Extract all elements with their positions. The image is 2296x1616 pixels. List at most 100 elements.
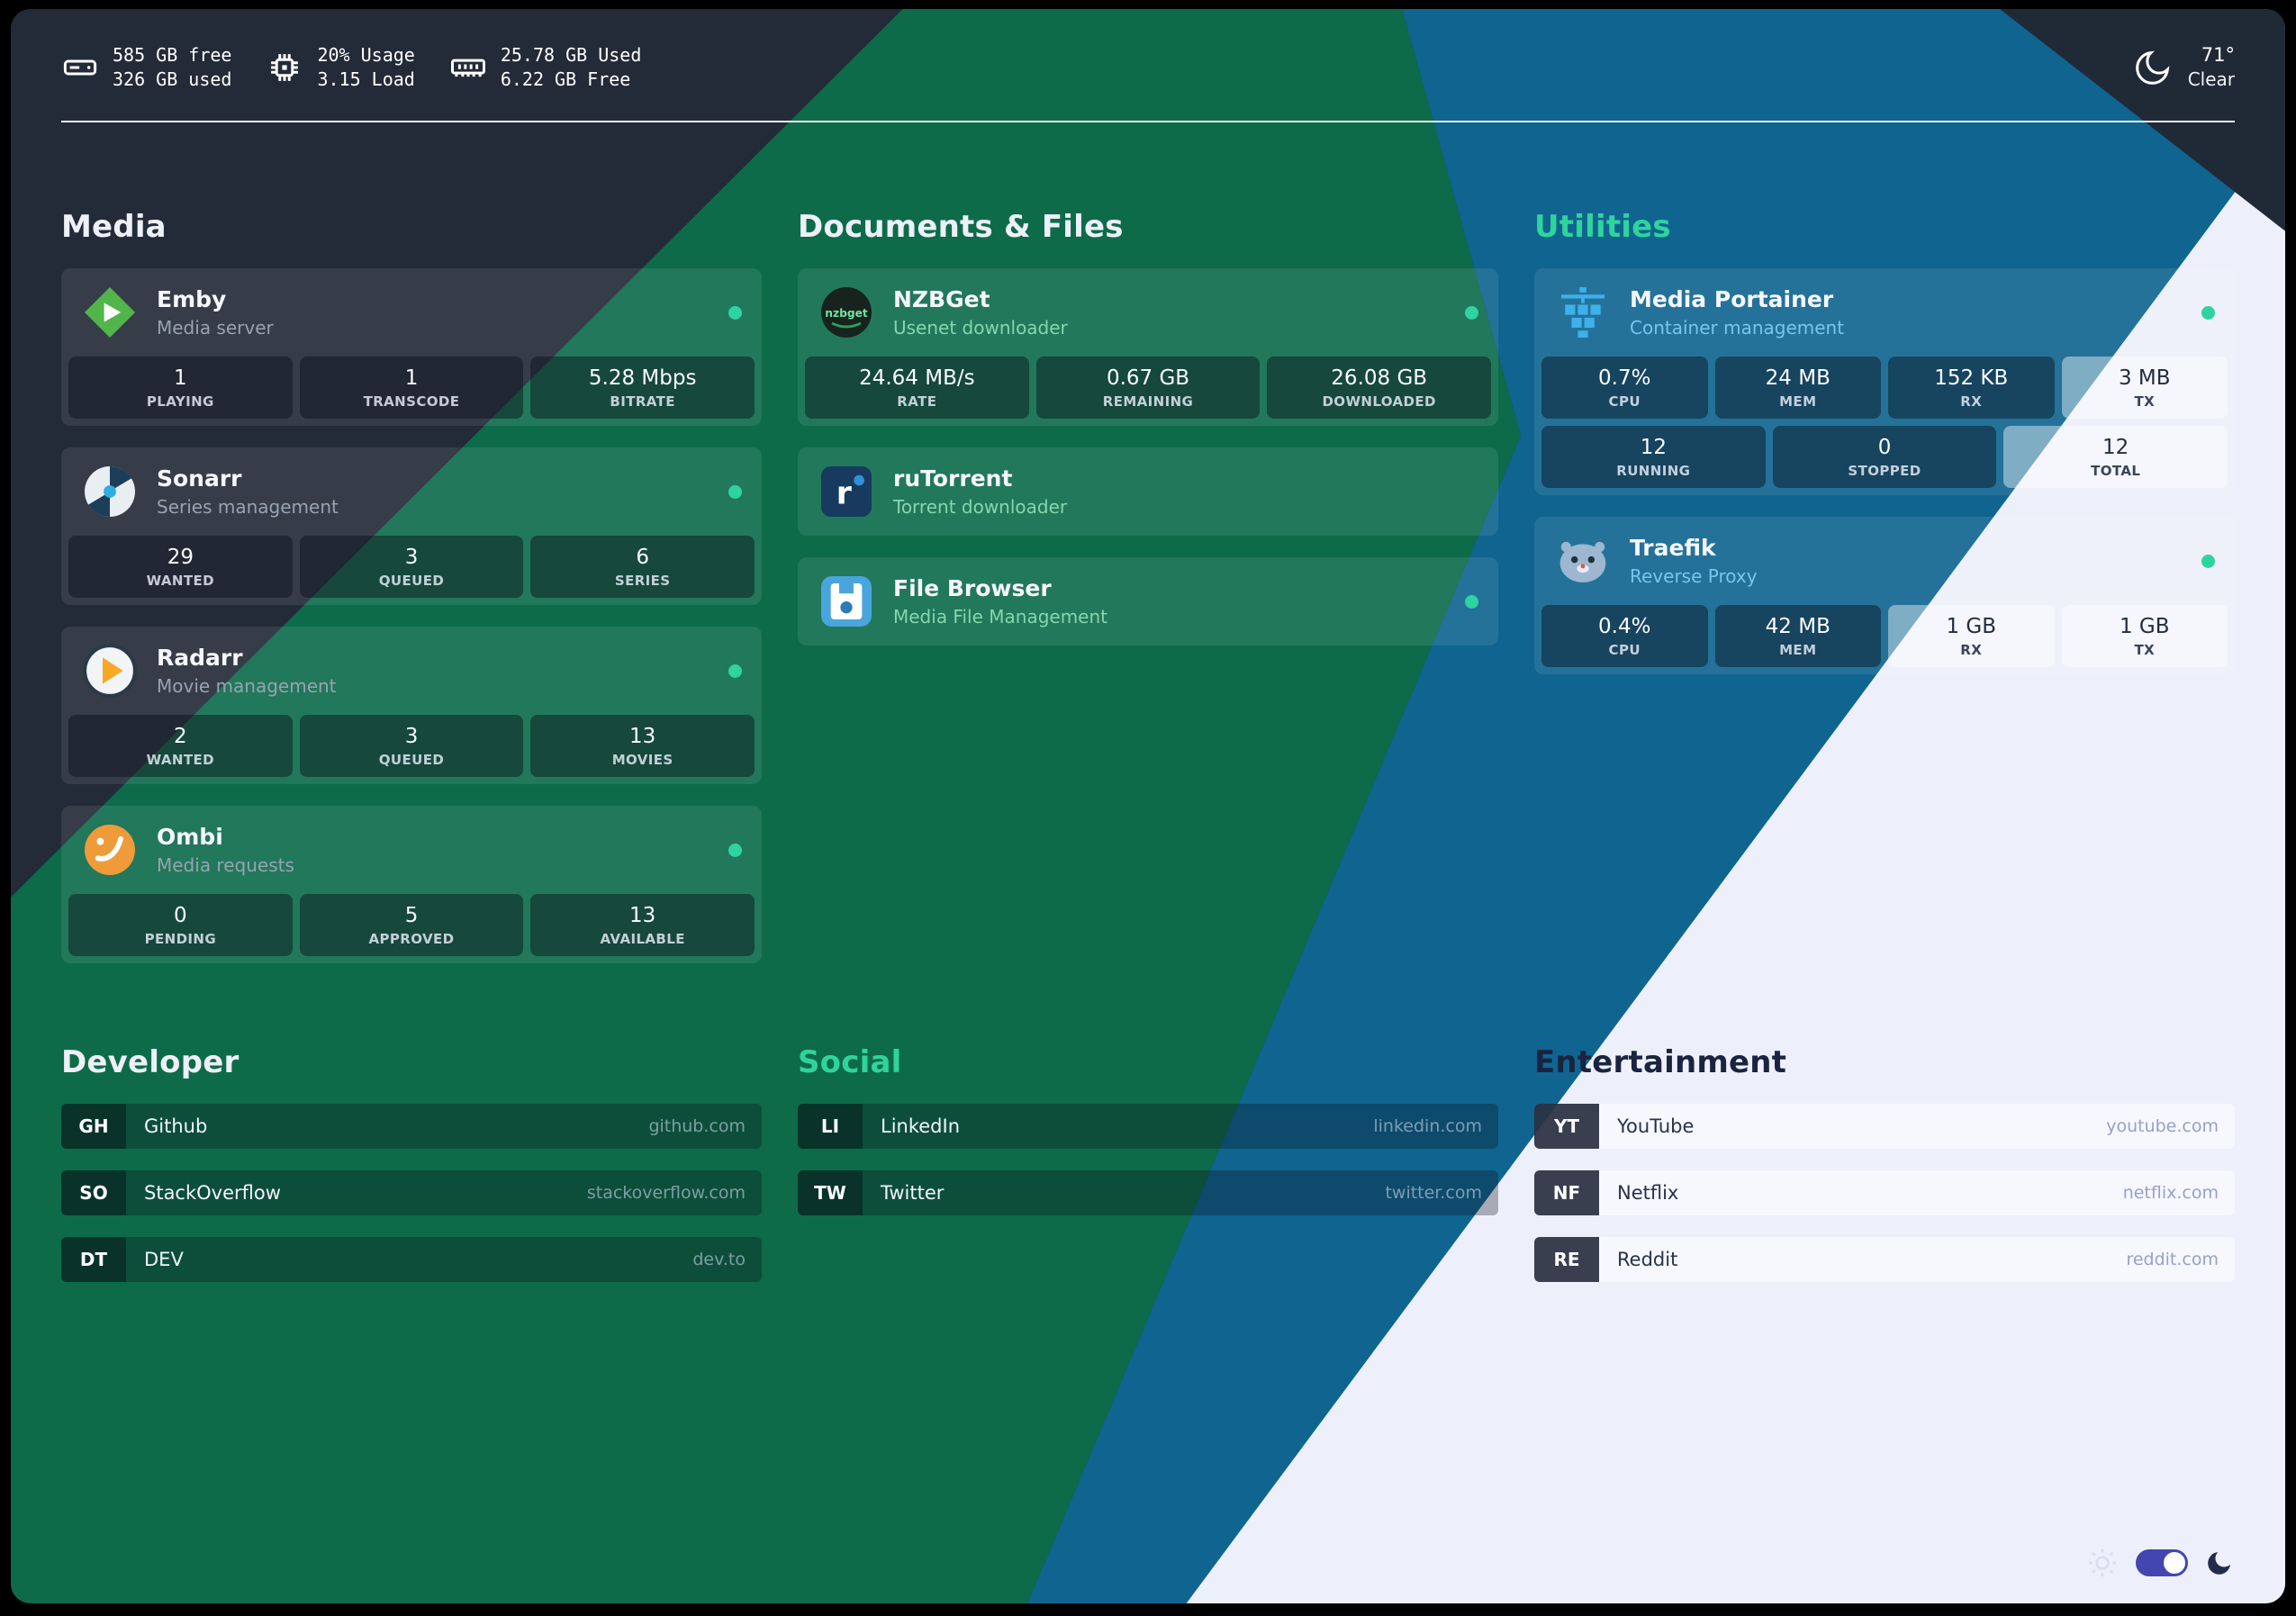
stat-cell: 0 STOPPED <box>1772 426 1997 488</box>
bookmark-stackoverflow[interactable]: SO StackOverflow stackoverflow.com <box>61 1170 762 1215</box>
bookmark-abbr: RE <box>1534 1237 1599 1282</box>
svg-text:nzbget: nzbget <box>825 307 868 320</box>
service-card-portainer[interactable]: Media Portainer Container management 0.7… <box>1534 268 2235 495</box>
stat-cell: 1 PLAYING <box>68 357 293 419</box>
bookmark-youtube[interactable]: YT YouTube youtube.com <box>1534 1104 2235 1149</box>
radarr-icon <box>81 642 139 700</box>
bookmark-name: Netflix <box>1617 1182 1679 1204</box>
stat-cell: 1 GB TX <box>2061 605 2228 667</box>
service-title: Sonarr <box>157 465 242 492</box>
bookmark-name: LinkedIn <box>881 1115 961 1137</box>
cpu-load: 3.15 Load <box>317 68 415 90</box>
service-desc: Container management <box>1630 317 1845 339</box>
bookmark-linkedin[interactable]: LI LinkedIn linkedin.com <box>798 1104 1498 1149</box>
service-title: NZBGet <box>893 286 990 312</box>
cpu-icon <box>271 54 299 81</box>
service-desc: Media requests <box>157 854 294 876</box>
bookmark-twitter[interactable]: TW Twitter twitter.com <box>798 1170 1498 1215</box>
sonarr-icon <box>81 463 139 520</box>
status-dot <box>1465 305 1478 320</box>
group-media: Media Emby Media server 1 PLAYING <box>61 209 762 985</box>
bookmark-reddit[interactable]: RE Reddit reddit.com <box>1534 1237 2235 1282</box>
bookmark-name: Twitter <box>881 1182 945 1204</box>
status-dot <box>728 305 742 320</box>
status-dot <box>728 664 742 678</box>
stat-cell: 24.64 MB/s RATE <box>805 357 1029 419</box>
dark-mode-moon-icon[interactable] <box>2204 1548 2235 1578</box>
service-card-rutorrent[interactable]: r ruTorrent Torrent downloader <box>798 447 1498 536</box>
service-card-traefik[interactable]: Traefik Reverse Proxy 0.4% CPU 42 MB MEM 1… <box>1534 517 2235 674</box>
group-title-entertainment: Entertainment <box>1534 1044 1787 1080</box>
bookmark-netflix[interactable]: NF Netflix netflix.com <box>1534 1170 2235 1215</box>
service-desc: Series management <box>157 496 339 518</box>
stat-cell: 24 MB MEM <box>1714 357 1881 419</box>
group-utilities: Utilities Media Portainer Container mana… <box>1534 209 2235 985</box>
theme-controls <box>2085 1546 2235 1580</box>
status-dot <box>1465 594 1478 609</box>
bookmark-domain: reddit.com <box>2126 1250 2219 1269</box>
cpu-usage: 20% Usage <box>317 44 415 66</box>
memory-free: 6.22 GB Free <box>500 68 631 90</box>
bookmark-domain: netflix.com <box>2122 1183 2219 1203</box>
bookmark-github[interactable]: GH Github github.com <box>61 1104 762 1149</box>
service-card-radarr[interactable]: Radarr Movie management 2 WANTED 3 QUEUED … <box>61 627 762 784</box>
bookmark-abbr: SO <box>61 1170 126 1215</box>
stat-cell: 3 MB TX <box>2061 357 2228 419</box>
stat-cell: 152 KB RX <box>1888 357 2055 419</box>
dashboard: 585 GB free 326 GB used 20% Usage 3.15 L… <box>11 9 2285 1603</box>
bookmark-domain: twitter.com <box>1385 1183 1482 1203</box>
stat-cell: 5.28 Mbps BITRATE <box>530 357 755 419</box>
theme-toggle[interactable] <box>2136 1549 2188 1576</box>
weather-widget: 71° Clear <box>2132 43 2235 91</box>
service-card-emby[interactable]: Emby Media server 1 PLAYING 1 TRANSCODE 5.… <box>61 268 762 426</box>
status-dot <box>2201 305 2215 320</box>
weather-condition: Clear <box>2187 68 2235 91</box>
bookmark-domain: stackoverflow.com <box>586 1183 746 1203</box>
service-title: Media Portainer <box>1630 286 1834 312</box>
disk-used: 326 GB used <box>113 68 232 90</box>
memory-used: 25.78 GB Used <box>500 44 642 66</box>
toggle-knob <box>2164 1552 2185 1574</box>
service-card-ombi[interactable]: Ombi Media requests 0 PENDING 5 APPROVED 1… <box>61 806 762 963</box>
stat-cell: 1 GB RX <box>1888 605 2055 667</box>
bookmark-name: YouTube <box>1617 1115 1695 1137</box>
stat-cell: 6 SERIES <box>530 536 755 598</box>
nzbget-icon: nzbget <box>818 284 875 341</box>
stat-cell: 3 QUEUED <box>299 715 524 777</box>
stat-cell: 5 APPROVED <box>299 894 524 956</box>
memory-widget: 25.78 GB Used 6.22 GB Free <box>449 43 642 92</box>
service-desc: Torrent downloader <box>893 496 1068 518</box>
stat-cell: 2 WANTED <box>68 715 293 777</box>
bookmark-groups: Developer GH Github github.com SO StackO… <box>61 1044 2235 1304</box>
service-card-nzbget[interactable]: nzbget NZBGet Usenet downloader 24.64 MB… <box>798 268 1498 426</box>
light-mode-sun-icon[interactable] <box>2085 1546 2120 1580</box>
service-desc: Reverse Proxy <box>1630 565 1758 587</box>
bookmark-domain: github.com <box>648 1116 746 1136</box>
stat-cell: 26.08 GB DOWNLOADED <box>1267 357 1492 419</box>
group-documents: Documents & Files nzbget NZBGet Usenet d… <box>798 209 1498 985</box>
service-card-filebrowser[interactable]: File Browser Media File Management <box>798 557 1498 645</box>
service-desc: Media File Management <box>893 606 1107 627</box>
stat-cell: 42 MB MEM <box>1714 605 1881 667</box>
bookmark-domain: youtube.com <box>2106 1116 2219 1136</box>
filebrowser-icon <box>818 573 875 630</box>
stat-cell: 13 MOVIES <box>530 715 755 777</box>
stat-cell: 1 TRANSCODE <box>299 357 524 419</box>
stat-cell: 0 PENDING <box>68 894 293 956</box>
service-title: ruTorrent <box>893 465 1013 492</box>
bookmark-abbr: LI <box>798 1104 863 1149</box>
service-card-sonarr[interactable]: Sonarr Series management 29 WANTED 3 QUEUE… <box>61 447 762 605</box>
group-developer: Developer GH Github github.com SO StackO… <box>61 1044 762 1304</box>
bookmark-dev[interactable]: DT DEV dev.to <box>61 1237 762 1282</box>
service-title: Ombi <box>157 824 223 850</box>
service-title: Radarr <box>157 645 243 671</box>
disk-widget: 585 GB free 326 GB used <box>61 43 231 92</box>
stat-cell: 12 RUNNING <box>1541 426 1766 488</box>
status-dot <box>728 843 742 857</box>
service-desc: Movie management <box>157 675 337 697</box>
service-desc: Media server <box>157 317 274 339</box>
bookmark-name: Reddit <box>1617 1249 1678 1270</box>
disk-icon <box>63 59 97 76</box>
group-title-utilities: Utilities <box>1534 209 1671 245</box>
moon-icon <box>2135 50 2169 85</box>
